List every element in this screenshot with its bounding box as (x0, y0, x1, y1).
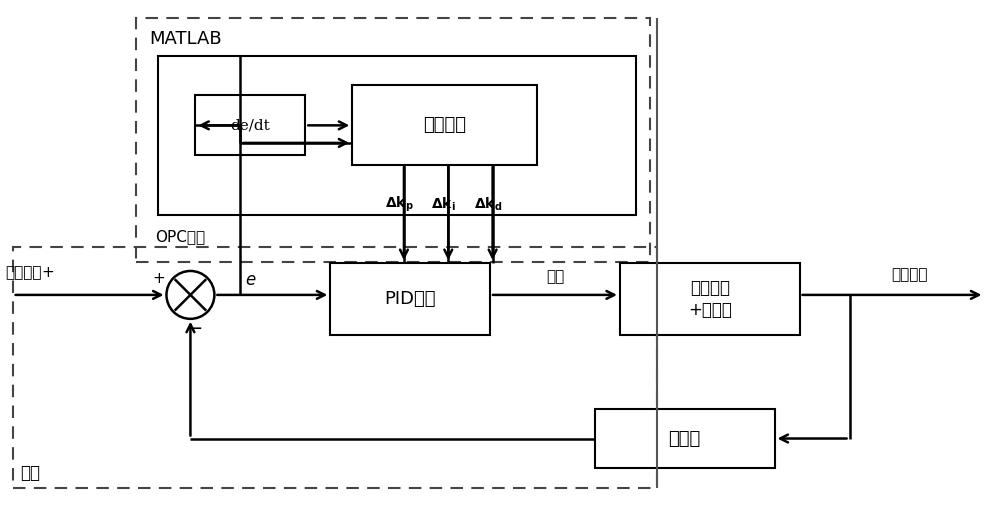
Bar (330, 263, 490, 335)
Text: 模糊推理: 模糊推理 (423, 116, 466, 134)
Text: de/dt: de/dt (230, 118, 270, 132)
Bar (136, 18, 650, 262)
Text: 实际压力: 实际压力 (891, 267, 928, 282)
Circle shape (166, 271, 214, 319)
Text: +: + (41, 265, 54, 280)
Text: 软件: 软件 (21, 464, 41, 482)
Text: +: + (152, 271, 165, 286)
Text: 传感器: 传感器 (669, 430, 701, 448)
Text: 开度: 开度 (546, 269, 564, 284)
Text: −: − (187, 320, 204, 338)
Bar (352, 85, 537, 165)
Text: $\mathbf{\Delta k_i}$: $\mathbf{\Delta k_i}$ (431, 195, 456, 213)
Text: $\mathbf{\Delta k_p}$: $\mathbf{\Delta k_p}$ (385, 194, 413, 214)
Text: 位置回路
+速比阀: 位置回路 +速比阀 (688, 279, 732, 319)
Bar (620, 263, 800, 335)
Text: MATLAB: MATLAB (149, 29, 222, 48)
Text: e: e (245, 271, 255, 289)
Bar (195, 96, 305, 155)
Bar (13, 247, 657, 489)
Text: OPC通讯: OPC通讯 (155, 230, 206, 245)
Text: PID控制: PID控制 (384, 290, 436, 308)
Bar (158, 55, 636, 215)
Text: $\mathbf{\Delta k_d}$: $\mathbf{\Delta k_d}$ (474, 195, 502, 213)
Text: 压力参考: 压力参考 (6, 265, 42, 280)
Bar (595, 408, 775, 468)
